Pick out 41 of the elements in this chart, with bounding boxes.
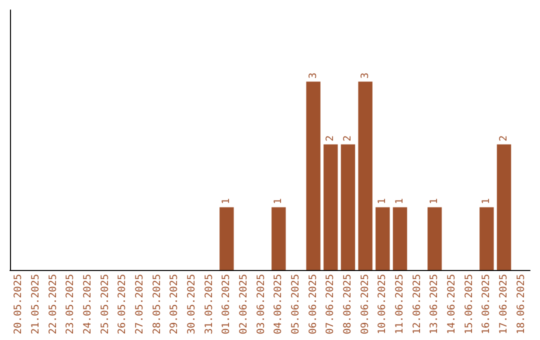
x-tick-label: 01.06.2025 xyxy=(221,274,232,334)
data-label: 1 xyxy=(394,198,406,204)
x-tick-label: 11.06.2025 xyxy=(394,274,406,334)
x-tick-label: 28.05.2025 xyxy=(152,274,163,334)
x-tick-label: 25.05.2025 xyxy=(100,274,111,334)
data-label: 1 xyxy=(377,198,388,204)
data-label: 2 xyxy=(342,135,354,142)
x-tick-label: 02.06.2025 xyxy=(238,274,250,334)
x-tick-label: 07.06.2025 xyxy=(325,274,336,334)
x-tick-label: 17.06.2025 xyxy=(498,274,510,334)
x-tick-label: 03.06.2025 xyxy=(256,274,267,334)
x-tick-label: 06.06.2025 xyxy=(308,274,319,334)
x-tick-label: 09.06.2025 xyxy=(360,274,371,334)
x-tick-label: 31.05.2025 xyxy=(204,274,215,334)
x-tick-label: 24.05.2025 xyxy=(82,274,94,334)
x-tick-label: 16.06.2025 xyxy=(481,274,492,334)
data-label: 2 xyxy=(325,135,336,142)
x-tick-label: 27.05.2025 xyxy=(134,274,146,334)
x-tick-label: 22.05.2025 xyxy=(48,274,59,334)
x-tick-label: 29.05.2025 xyxy=(169,274,180,334)
x-tick-label: 18.06.2025 xyxy=(516,274,527,334)
x-tick-label: 10.06.2025 xyxy=(377,274,388,334)
x-tick-label: 26.05.2025 xyxy=(117,274,128,334)
x-tick-label: 12.06.2025 xyxy=(412,274,423,334)
x-tick-label: 21.05.2025 xyxy=(30,274,42,334)
data-label: 1 xyxy=(481,198,492,204)
data-label: 1 xyxy=(221,198,232,204)
x-tick-label: 20.05.2025 xyxy=(13,274,24,334)
x-tick-label: 13.06.2025 xyxy=(429,274,440,334)
data-label: 3 xyxy=(308,72,319,79)
x-tick-label: 15.06.2025 xyxy=(464,274,475,334)
x-tick-label: 05.06.2025 xyxy=(290,274,302,334)
data-label: 1 xyxy=(429,198,440,204)
x-tick-label: 23.05.2025 xyxy=(65,274,76,334)
data-label: 1 xyxy=(273,198,284,204)
x-tick-label: 04.06.2025 xyxy=(273,274,284,334)
x-tick-label: 14.06.2025 xyxy=(446,274,458,334)
data-label: 2 xyxy=(498,135,510,142)
data-label: 3 xyxy=(360,72,371,79)
x-tick-label: 30.05.2025 xyxy=(186,274,198,334)
x-tick-label: 08.06.2025 xyxy=(342,274,354,334)
